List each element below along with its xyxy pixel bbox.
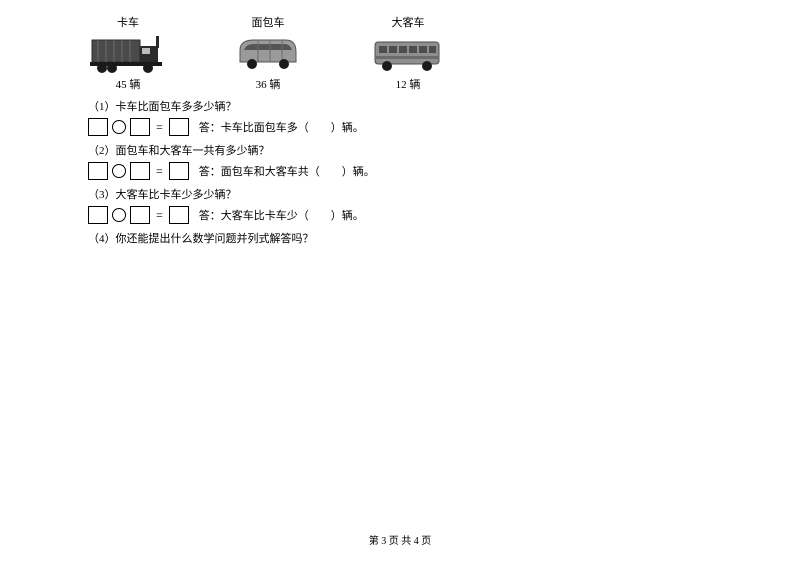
- q4-prompt: （4）你还能提出什么数学问题并列式解答吗？: [88, 230, 648, 246]
- q1-result-box[interactable]: [169, 118, 189, 136]
- q1-answer: 答：卡车比面包车多（ ）辆。: [199, 119, 364, 135]
- q1-equation: = 答：卡车比面包车多（ ）辆。: [88, 118, 648, 136]
- vehicle-row: 卡车: [88, 14, 648, 92]
- q1-prompt: （1）卡车比面包车多多少辆？: [88, 98, 648, 114]
- vehicle-minibus: 面包车 36 辆: [228, 14, 308, 92]
- truck-icon: [90, 34, 166, 74]
- q2-operand2-box[interactable]: [130, 162, 150, 180]
- equals-sign: =: [154, 120, 165, 135]
- q3-answer: 答：大客车比卡车少（ ）辆。: [199, 207, 364, 223]
- truck-label: 卡车: [117, 14, 139, 30]
- q2-equation: = 答：面包车和大客车共（ ）辆。: [88, 162, 648, 180]
- q2-result-box[interactable]: [169, 162, 189, 180]
- page: 卡车: [0, 0, 800, 565]
- minibus-icon: [230, 34, 306, 74]
- q3-operand1-box[interactable]: [88, 206, 108, 224]
- q1-operand1-box[interactable]: [88, 118, 108, 136]
- q2-operand1-box[interactable]: [88, 162, 108, 180]
- q2-operator-circle[interactable]: [112, 164, 126, 178]
- page-footer: 第 3 页 共 4 页: [0, 532, 800, 547]
- vehicle-bus: 大客车 12 辆: [368, 14, 448, 92]
- q2-answer: 答：面包车和大客车共（ ）辆。: [199, 163, 375, 179]
- bus-label: 大客车: [392, 14, 425, 30]
- q3-result-box[interactable]: [169, 206, 189, 224]
- q3-operator-circle[interactable]: [112, 208, 126, 222]
- equals-sign: =: [154, 164, 165, 179]
- minibus-label: 面包车: [252, 14, 285, 30]
- q1-operand2-box[interactable]: [130, 118, 150, 136]
- q3-prompt: （3）大客车比卡车少多少辆？: [88, 186, 648, 202]
- q3-operand2-box[interactable]: [130, 206, 150, 224]
- equals-sign: =: [154, 208, 165, 223]
- q1-operator-circle[interactable]: [112, 120, 126, 134]
- vehicle-truck: 卡车: [88, 14, 168, 92]
- bus-icon: [370, 34, 446, 74]
- minibus-count: 36 辆: [256, 76, 281, 92]
- truck-count: 45 辆: [116, 76, 141, 92]
- bus-count: 12 辆: [396, 76, 421, 92]
- content-area: 卡车: [88, 14, 648, 250]
- q2-prompt: （2）面包车和大客车一共有多少辆？: [88, 142, 648, 158]
- q3-equation: = 答：大客车比卡车少（ ）辆。: [88, 206, 648, 224]
